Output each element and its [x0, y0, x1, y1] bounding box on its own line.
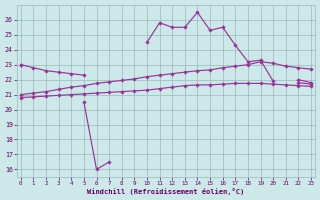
- X-axis label: Windchill (Refroidissement éolien,°C): Windchill (Refroidissement éolien,°C): [87, 188, 244, 195]
